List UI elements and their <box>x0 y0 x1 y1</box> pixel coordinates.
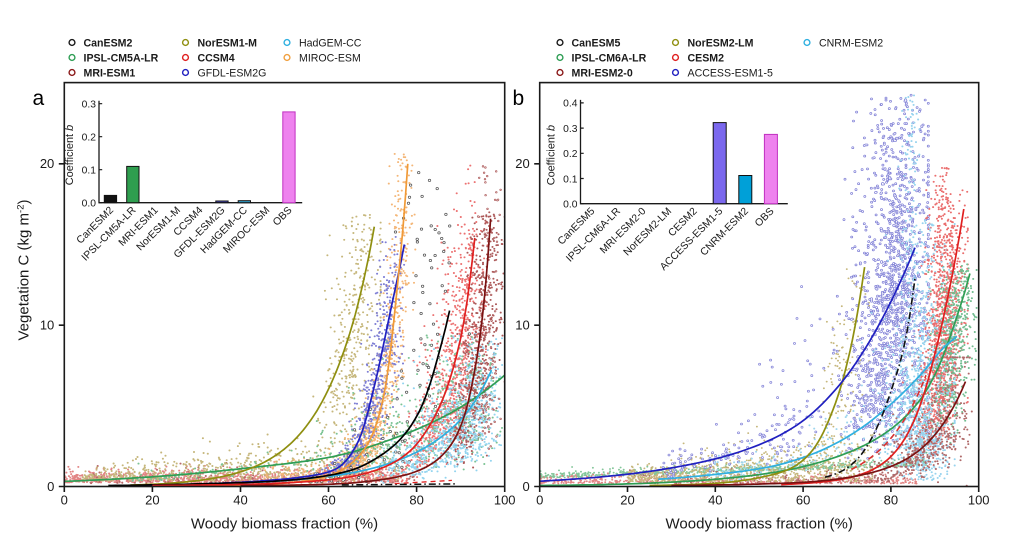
svg-text:IPSL-CM6A-LR: IPSL-CM6A-LR <box>572 53 647 65</box>
svg-text:0.0: 0.0 <box>82 199 97 210</box>
svg-text:ACCESS-ESM1-5: ACCESS-ESM1-5 <box>688 68 773 80</box>
svg-text:Woody biomass fraction (%): Woody biomass fraction (%) <box>666 516 853 533</box>
svg-text:0: 0 <box>522 479 529 494</box>
svg-text:20: 20 <box>620 493 634 508</box>
svg-text:100: 100 <box>494 493 516 508</box>
svg-text:0.0: 0.0 <box>563 200 578 211</box>
svg-text:0.3: 0.3 <box>82 100 97 111</box>
svg-text:100: 100 <box>968 493 990 508</box>
svg-text:0.2: 0.2 <box>563 149 578 160</box>
svg-text:20: 20 <box>145 493 159 508</box>
svg-text:MRI-ESM1: MRI-ESM1 <box>84 68 136 80</box>
svg-text:80: 80 <box>409 493 423 508</box>
svg-text:60: 60 <box>796 493 810 508</box>
svg-text:NorESM1-M: NorESM1-M <box>198 38 258 50</box>
svg-text:GFDL-ESM2G: GFDL-ESM2G <box>198 68 267 80</box>
svg-text:CNRM-ESM2: CNRM-ESM2 <box>819 38 883 50</box>
svg-text:Coefficient b: Coefficient b <box>64 125 76 185</box>
svg-text:a: a <box>33 87 45 110</box>
svg-text:CESM2: CESM2 <box>688 53 725 65</box>
svg-text:0.1: 0.1 <box>82 166 97 177</box>
svg-text:60: 60 <box>321 493 335 508</box>
svg-text:0: 0 <box>61 493 68 508</box>
svg-text:0: 0 <box>536 493 543 508</box>
svg-text:Coefficient b: Coefficient b <box>546 125 558 185</box>
svg-text:10: 10 <box>40 318 54 333</box>
svg-text:80: 80 <box>884 493 898 508</box>
svg-text:MRI-ESM2-0: MRI-ESM2-0 <box>572 68 633 80</box>
svg-text:NorESM2-LM: NorESM2-LM <box>688 38 754 50</box>
svg-text:10: 10 <box>515 318 529 333</box>
svg-text:20: 20 <box>515 156 529 171</box>
svg-text:CanESM2: CanESM2 <box>84 38 133 50</box>
svg-text:HadGEM-CC: HadGEM-CC <box>299 38 362 50</box>
svg-text:b: b <box>513 87 525 110</box>
svg-text:CCSM4: CCSM4 <box>198 53 235 65</box>
svg-text:40: 40 <box>233 493 247 508</box>
svg-text:Woody biomass fraction (%): Woody biomass fraction (%) <box>191 516 378 533</box>
svg-text:20: 20 <box>40 156 54 171</box>
svg-text:MIROC-ESM: MIROC-ESM <box>299 53 361 65</box>
svg-text:IPSL-CM5A-LR: IPSL-CM5A-LR <box>84 53 159 65</box>
svg-text:CanESM5: CanESM5 <box>572 38 621 50</box>
svg-text:0: 0 <box>47 479 54 494</box>
svg-text:Vegetation C (kg m-2): Vegetation C (kg m-2) <box>16 199 33 340</box>
svg-text:40: 40 <box>708 493 722 508</box>
svg-text:0.3: 0.3 <box>563 124 578 135</box>
svg-text:0.2: 0.2 <box>82 133 97 144</box>
svg-text:0.4: 0.4 <box>563 99 578 110</box>
svg-text:0.1: 0.1 <box>563 174 578 185</box>
